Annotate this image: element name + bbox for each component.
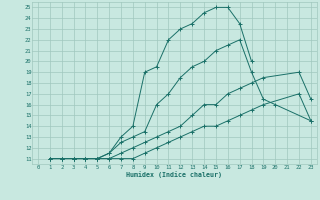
- X-axis label: Humidex (Indice chaleur): Humidex (Indice chaleur): [126, 171, 222, 178]
